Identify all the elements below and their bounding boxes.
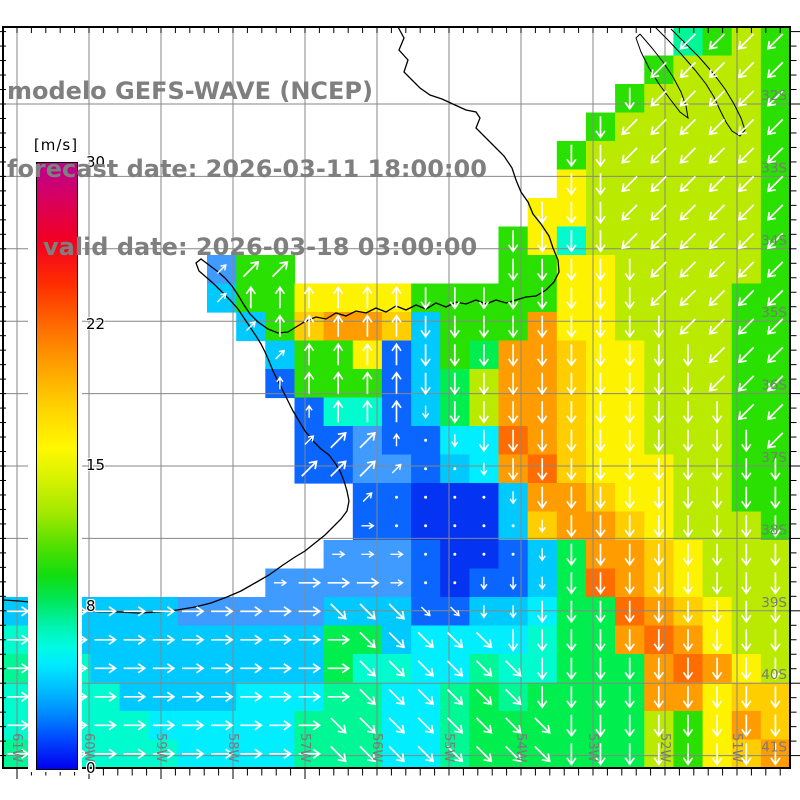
coastline-path [2, 26, 560, 614]
lon-label-57W: 57W [297, 733, 312, 763]
lat-label-40S: 40S [761, 667, 787, 683]
wind-arrows [7, 33, 784, 766]
colorbar-tick-15: 15 [86, 456, 106, 474]
lat-label-38S: 38S [761, 522, 787, 538]
lon-label-61W: 61W [9, 733, 24, 763]
lat-label-36S: 36S [761, 378, 787, 394]
lon-label-55W: 55W [441, 733, 456, 763]
lat-label-32S: 32S [761, 88, 787, 104]
lon-label-53W: 53W [585, 733, 600, 763]
lat-label-41S: 41S [761, 740, 787, 756]
lat-label-33S: 33S [761, 160, 787, 176]
valid-date-label: valid date: 2026-03-18 03:00:00 [43, 233, 478, 261]
axis-ticks [0, 27, 800, 779]
map-border [2, 26, 791, 769]
lat-label-35S: 35S [761, 305, 787, 321]
model-title: modelo GEFS-WAVE (NCEP) [7, 77, 373, 105]
colorbar: [m/s] 30 22 15 8 0 [28, 130, 105, 777]
forecast-date-label: forecast date: 2026-03-11 18:00:00 [7, 155, 487, 183]
colorbar-gradient [36, 162, 78, 770]
colorbar-tick-8: 8 [86, 597, 96, 616]
colorbar-tick-30: 30 [86, 153, 106, 171]
colorbar-tick-22: 22 [86, 314, 106, 333]
lat-label-37S: 37S [761, 450, 787, 466]
lon-label-54W: 54W [513, 733, 528, 763]
colorbar-tick-0: 0 [86, 759, 96, 777]
lon-label-52W: 52W [657, 733, 672, 763]
grid-labels: 61W 60W 59W 58W 57W 56W 55W 54W 53W 52W 51W 32S 33S 3… [9, 88, 787, 763]
lat-label-39S: 39S [761, 595, 787, 611]
colorbar-unit-label: [m/s] [33, 136, 79, 154]
lon-label-56W: 56W [369, 733, 384, 763]
lat-label-34S: 34S [761, 233, 787, 249]
lon-label-59W: 59W [153, 733, 168, 763]
lon-label-58W: 58W [225, 733, 240, 763]
lon-label-51W: 51W [729, 733, 744, 763]
title-block: modelo GEFS-WAVE (NCEP) forecast date: 2… [7, 26, 487, 312]
lon-label-60W: 60W [81, 733, 96, 763]
